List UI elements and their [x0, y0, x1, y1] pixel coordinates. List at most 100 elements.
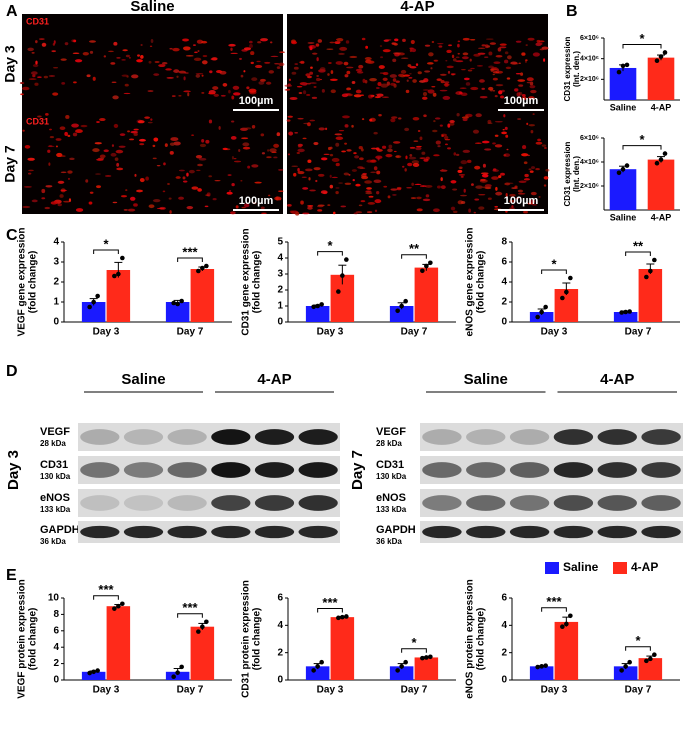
blot-band: [466, 495, 506, 511]
stain-signal: [298, 92, 303, 94]
significance-bracket: [401, 648, 427, 653]
y-tick-label: 6: [501, 257, 507, 268]
data-point: [91, 299, 96, 305]
data-point: [315, 303, 320, 309]
stain-signal: [297, 143, 303, 147]
stain-signal: [531, 166, 536, 170]
bar: [330, 617, 355, 680]
stain-signal: [478, 206, 485, 210]
stain-signal: [294, 63, 299, 65]
stain-signal: [431, 41, 435, 43]
stain-signal: [95, 173, 101, 175]
stain-signal: [383, 39, 390, 42]
stain-signal: [147, 121, 153, 124]
stain-signal: [55, 138, 62, 141]
data-point: [171, 300, 176, 306]
stain-signal: [196, 169, 201, 172]
stain-signal: [450, 73, 456, 75]
data-point: [116, 271, 121, 277]
stain-signal: [111, 144, 115, 147]
stain-signal: [382, 71, 389, 76]
stain-signal: [274, 63, 280, 65]
stain-signal: [73, 81, 77, 84]
stain-signal: [232, 85, 240, 90]
stain-signal: [524, 59, 528, 62]
blot-band: [211, 462, 251, 478]
stain-signal: [173, 141, 181, 146]
stain-signal: [353, 212, 358, 215]
stain-signal: [543, 176, 549, 180]
stain-signal: [521, 52, 526, 56]
stain-signal: [395, 80, 400, 83]
blot-day: Day 3: [5, 450, 22, 490]
stain-signal: [517, 79, 526, 82]
data-point: [624, 163, 630, 168]
stain-signal: [365, 191, 373, 195]
stain-signal: [393, 150, 397, 153]
stain-signal: [35, 40, 38, 44]
stain-signal: [41, 188, 46, 194]
blot-band: [80, 429, 120, 445]
stain-signal: [197, 163, 203, 167]
stain-signal: [412, 162, 420, 167]
stain-signal: [460, 160, 468, 165]
stain-signal: [431, 86, 436, 88]
stain-signal: [469, 58, 472, 62]
stain-signal: [462, 37, 470, 41]
stain-signal: [440, 177, 443, 182]
stain-signal: [257, 41, 262, 44]
blot-band: [123, 525, 164, 539]
stain-signal: [453, 152, 457, 156]
stain-signal: [479, 79, 485, 83]
stain-signal: [240, 74, 244, 78]
stain-signal: [470, 86, 479, 91]
stain-signal: [64, 131, 68, 137]
stain-signal: [406, 187, 412, 189]
x-tick-label: Day 7: [401, 685, 428, 696]
stain-signal: [481, 140, 490, 144]
stain-signal: [415, 147, 422, 151]
stain-signal: [169, 142, 176, 146]
blot-size: 36 kDa: [376, 537, 402, 546]
stain-signal: [355, 68, 363, 72]
stain-signal: [433, 119, 436, 123]
stain-signal: [247, 165, 251, 169]
stain-signal: [287, 83, 291, 86]
data-point: [120, 601, 125, 607]
stain-signal: [213, 93, 219, 97]
stain-signal: [297, 117, 304, 120]
stain-signal: [374, 209, 378, 213]
data-point: [87, 304, 92, 310]
stain-signal: [233, 158, 237, 160]
stain-signal: [231, 156, 234, 160]
stain-signal: [368, 94, 374, 99]
stain-signal: [449, 120, 455, 124]
stain-signal: [373, 166, 378, 171]
panel-label: D: [6, 363, 18, 380]
significance-bracket: [622, 43, 662, 49]
stain-signal: [457, 40, 461, 43]
stain-signal: [506, 148, 509, 151]
stain-signal: [537, 138, 541, 142]
bar: [609, 67, 637, 100]
stain-signal: [521, 94, 526, 97]
stain-signal: [185, 55, 194, 57]
stain-signal: [209, 70, 213, 74]
stain-signal: [92, 76, 96, 81]
y-tick-label: 2: [501, 647, 507, 658]
stain-signal: [248, 88, 257, 93]
stain-signal: [238, 148, 241, 153]
stain-signal: [545, 168, 550, 172]
stain-signal: [302, 212, 310, 215]
panel-label: B: [566, 3, 578, 20]
stain-signal: [432, 92, 437, 97]
significance-bracket: [93, 595, 119, 600]
stain-signal: [463, 77, 470, 81]
stain-signal: [133, 132, 138, 137]
stain-signal: [128, 57, 131, 59]
stain-signal: [316, 75, 320, 77]
stain-signal: [191, 134, 195, 136]
blot-band: [466, 525, 506, 539]
data-point: [543, 304, 548, 310]
stain-signal: [113, 41, 118, 46]
